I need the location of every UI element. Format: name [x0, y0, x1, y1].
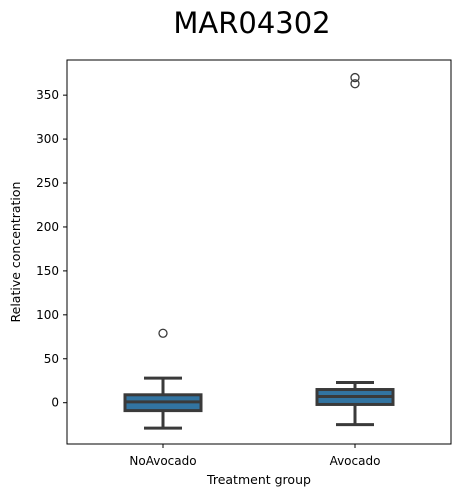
y-axis: 0 50 100 150 200 250 300 350 [36, 88, 67, 410]
y-tick-label: 50 [44, 352, 59, 366]
y-tick-label: 300 [36, 132, 59, 146]
y-tick-label: 350 [36, 88, 59, 102]
x-tick-label: NoAvocado [129, 454, 196, 468]
plot-area [123, 72, 395, 430]
y-tick-label: 0 [51, 396, 59, 410]
x-axis: NoAvocado Avocado [129, 444, 380, 468]
chart-title: MAR04302 [173, 6, 330, 40]
x-tick-label: Avocado [330, 454, 381, 468]
y-tick-label: 100 [36, 308, 59, 322]
y-tick-label: 250 [36, 176, 59, 190]
y-tick-label: 150 [36, 264, 59, 278]
y-axis-label: Relative concentration [8, 182, 23, 323]
outlier-point [350, 72, 360, 83]
y-tick-label: 200 [36, 220, 59, 234]
x-axis-label: Treatment group [206, 472, 311, 487]
plot-frame [66, 59, 452, 445]
box-group [315, 72, 395, 427]
outlier-point [158, 328, 168, 338]
outlier-point [350, 79, 360, 89]
box-group [123, 328, 203, 430]
